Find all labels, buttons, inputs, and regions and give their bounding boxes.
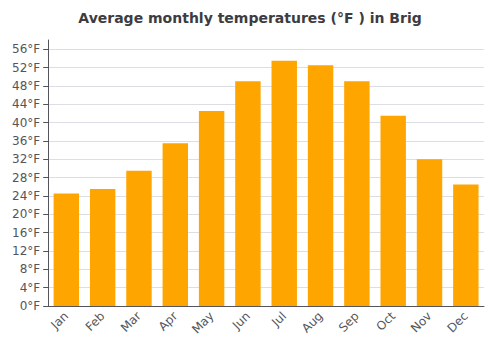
svg-text:52°F: 52°F — [12, 61, 40, 75]
svg-text:Feb: Feb — [83, 309, 108, 334]
svg-text:Dec: Dec — [444, 309, 470, 335]
svg-text:0°F: 0°F — [20, 299, 41, 313]
svg-text:Oct: Oct — [374, 309, 399, 334]
svg-text:12°F: 12°F — [12, 244, 40, 258]
svg-text:Jul: Jul — [268, 309, 289, 330]
svg-text:48°F: 48°F — [12, 79, 40, 93]
svg-text:Apr: Apr — [156, 309, 181, 334]
svg-text:36°F: 36°F — [12, 134, 40, 148]
svg-text:56°F: 56°F — [12, 42, 40, 56]
svg-text:32°F: 32°F — [12, 152, 40, 166]
svg-text:28°F: 28°F — [12, 171, 40, 185]
svg-text:24°F: 24°F — [12, 189, 40, 203]
svg-text:Average monthly temperatures (: Average monthly temperatures (°F ) in Br… — [78, 10, 421, 26]
svg-text:Aug: Aug — [299, 309, 325, 335]
svg-text:Jan: Jan — [48, 309, 72, 333]
svg-text:16°F: 16°F — [12, 226, 40, 240]
svg-text:4°F: 4°F — [20, 281, 41, 295]
svg-text:40°F: 40°F — [12, 116, 40, 130]
svg-text:Sep: Sep — [336, 309, 362, 335]
svg-text:Jun: Jun — [229, 309, 253, 333]
svg-text:May: May — [189, 309, 216, 336]
svg-text:Mar: Mar — [118, 309, 144, 335]
svg-text:44°F: 44°F — [12, 97, 40, 111]
svg-text:Nov: Nov — [408, 309, 434, 335]
svg-text:20°F: 20°F — [12, 207, 40, 221]
svg-text:8°F: 8°F — [20, 262, 41, 276]
